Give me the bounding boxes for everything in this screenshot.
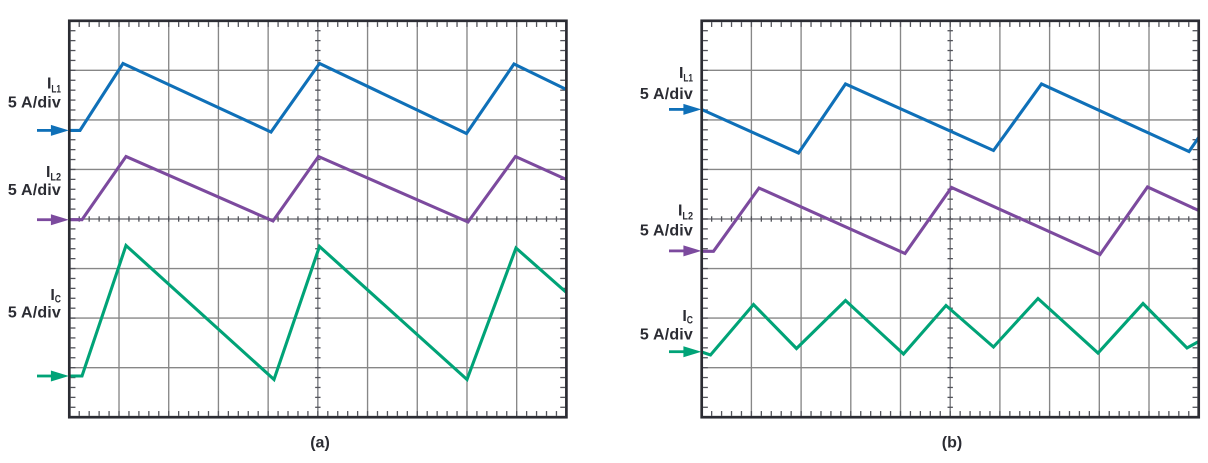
svg-text:(b): (b) bbox=[942, 435, 962, 452]
svg-text:I: I bbox=[50, 287, 54, 304]
svg-text:5 A/div: 5 A/div bbox=[640, 223, 693, 240]
svg-text:L1: L1 bbox=[683, 73, 693, 85]
svg-text:5 A/div: 5 A/div bbox=[8, 94, 61, 111]
svg-text:L2: L2 bbox=[50, 172, 61, 184]
svg-text:(a): (a) bbox=[310, 435, 330, 452]
svg-text:I: I bbox=[679, 65, 683, 82]
svg-text:C: C bbox=[55, 294, 61, 306]
svg-text:L1: L1 bbox=[51, 84, 61, 96]
svg-text:5 A/div: 5 A/div bbox=[640, 327, 693, 344]
svg-text:5 A/div: 5 A/div bbox=[640, 86, 693, 103]
svg-text:C: C bbox=[687, 315, 693, 327]
svg-text:L2: L2 bbox=[682, 211, 693, 223]
svg-text:I: I bbox=[678, 203, 682, 220]
svg-text:I: I bbox=[46, 164, 50, 181]
svg-text:5 A/div: 5 A/div bbox=[8, 304, 61, 321]
svg-text:5 A/div: 5 A/div bbox=[8, 182, 61, 199]
svg-text:I: I bbox=[47, 76, 51, 93]
svg-text:I: I bbox=[682, 308, 686, 325]
